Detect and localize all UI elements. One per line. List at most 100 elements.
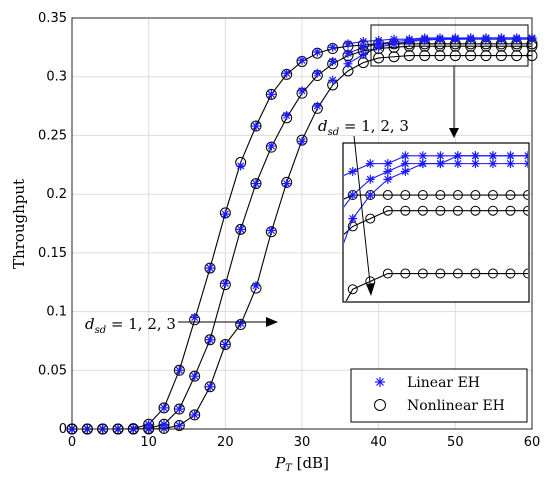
x-tick-label: 50 — [447, 435, 464, 450]
circle-marker — [400, 268, 411, 279]
asterisk-marker — [523, 159, 528, 169]
asterisk-marker — [453, 151, 463, 161]
circle-marker — [417, 205, 428, 216]
circle-marker — [452, 268, 463, 279]
asterisk-marker — [266, 89, 276, 99]
asterisk-marker — [220, 278, 230, 288]
asterisk-marker — [328, 75, 338, 85]
circle-marker — [417, 190, 428, 201]
asterisk-marker — [488, 159, 498, 169]
inset-nonlinear-curve — [344, 210, 528, 236]
circle-marker — [435, 205, 446, 216]
asterisk-marker — [331, 175, 340, 184]
circle-marker — [449, 50, 461, 62]
asterisk-marker — [435, 159, 445, 169]
x-tick-label: 20 — [217, 435, 234, 450]
asterisk-marker — [400, 159, 410, 169]
asterisk-marker — [251, 121, 261, 131]
asterisk-marker — [328, 42, 338, 52]
circle-marker — [452, 205, 463, 216]
asterisk-marker — [470, 151, 480, 161]
asterisk-marker — [236, 318, 246, 328]
asterisk-marker — [512, 34, 522, 44]
asterisk-marker — [374, 42, 384, 52]
asterisk-marker — [236, 161, 246, 171]
circle-marker — [388, 51, 400, 63]
asterisk-marker — [348, 166, 358, 176]
asterisk-marker — [343, 48, 353, 58]
asterisk-marker — [348, 190, 358, 200]
circle-marker — [204, 262, 216, 274]
asterisk-marker — [282, 110, 292, 120]
legend-marker-nonlinear — [374, 399, 386, 411]
asterisk-marker — [505, 151, 515, 161]
circle-marker — [158, 402, 170, 414]
legend-marker-linear — [375, 377, 385, 387]
circle-marker — [465, 50, 477, 62]
circle-marker — [403, 50, 415, 62]
asterisk-marker — [383, 159, 393, 169]
asterisk-marker — [205, 263, 215, 273]
circle-marker — [470, 268, 481, 279]
circle-marker — [173, 419, 185, 431]
asterisk-marker — [470, 159, 480, 169]
circle-marker — [487, 205, 498, 216]
asterisk-marker — [297, 136, 307, 146]
circle-marker — [374, 399, 386, 411]
x-tick-label: 40 — [370, 435, 387, 450]
asterisk-marker — [375, 377, 385, 387]
circle-marker — [505, 205, 516, 216]
asterisk-marker — [174, 420, 184, 430]
asterisk-marker — [435, 34, 445, 44]
asterisk-marker — [400, 166, 410, 176]
asterisk-marker — [190, 312, 200, 322]
asterisk-marker — [389, 39, 399, 49]
x-axis-label: PT [dB] — [274, 454, 329, 474]
y-tick-label: 0.15 — [38, 246, 67, 261]
asterisk-marker — [251, 179, 261, 189]
circle-marker — [480, 50, 492, 62]
plot-frame — [71, 17, 533, 430]
circle-marker — [487, 268, 498, 279]
legend-label-linear: Linear EH — [407, 375, 480, 391]
asterisk-marker — [418, 151, 428, 161]
asterisk-marker — [420, 35, 430, 45]
circle-marker — [331, 198, 340, 207]
circle-marker — [189, 409, 201, 421]
asterisk-marker — [312, 47, 322, 57]
circle-marker — [173, 364, 185, 376]
asterisk-marker — [190, 410, 200, 420]
circle-marker — [204, 334, 216, 346]
inset-frame — [342, 142, 530, 303]
asterisk-marker — [297, 55, 307, 65]
asterisk-marker — [523, 151, 528, 161]
circle-marker — [189, 370, 201, 382]
circle-marker — [523, 268, 528, 279]
x-tick-label: 0 — [68, 435, 76, 450]
asterisk-marker — [312, 68, 322, 78]
asterisk-marker — [205, 382, 215, 392]
circle-marker — [487, 190, 498, 201]
asterisk-marker — [496, 34, 506, 44]
x-tick-label: 10 — [140, 435, 157, 450]
asterisk-marker — [328, 56, 338, 66]
inset-annotation-arrowhead — [366, 283, 375, 296]
x-tick-label: 30 — [294, 435, 311, 450]
inset-plot — [331, 142, 530, 303]
circle-marker — [365, 213, 376, 224]
main-annotation: dsd = 1, 2, 3 — [85, 315, 176, 336]
circle-marker — [470, 190, 481, 201]
x-tick-label: 60 — [524, 435, 541, 450]
asterisk-marker — [190, 371, 200, 381]
inset-markers — [331, 151, 528, 295]
circle-marker — [331, 238, 340, 247]
circle-marker — [511, 50, 523, 62]
inset-nonlinear-curve — [345, 272, 528, 301]
circle-marker — [523, 205, 528, 216]
asterisk-marker — [365, 190, 375, 200]
asterisk-marker — [453, 159, 463, 169]
asterisk-marker — [312, 101, 322, 111]
inset-annotation-arrow — [353, 135, 372, 293]
asterisk-marker — [297, 86, 307, 96]
